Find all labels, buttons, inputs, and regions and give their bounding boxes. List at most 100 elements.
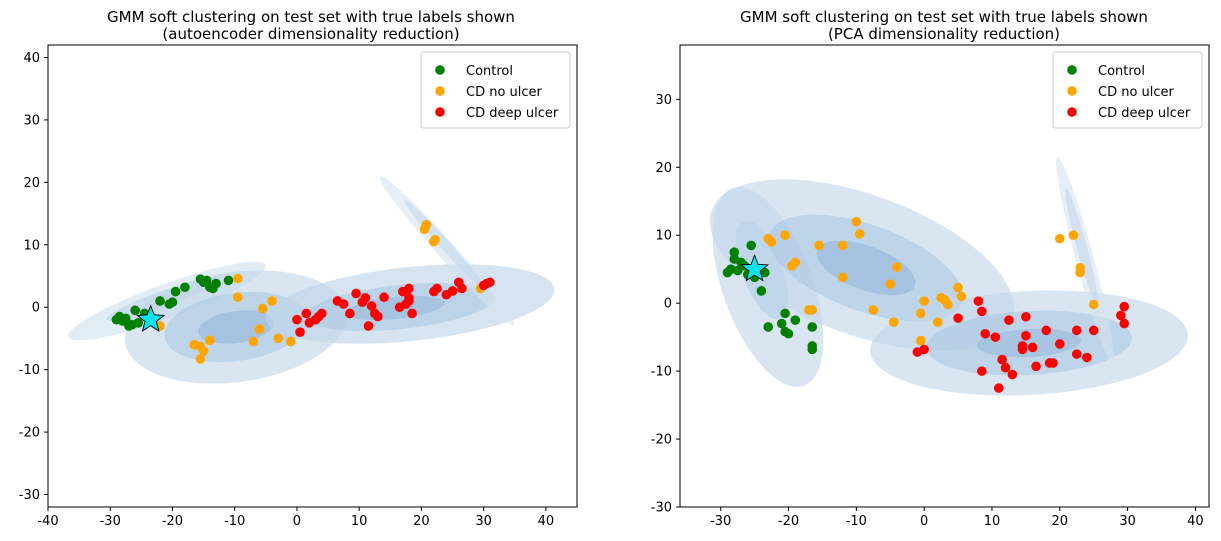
point-cd-no-ulcer <box>248 336 259 347</box>
legend-label: CD deep ulcer <box>1098 106 1191 121</box>
point-cd-no-ulcer <box>885 279 896 289</box>
cluster-center-marker <box>740 253 770 282</box>
point-cd-deep-ulcer <box>1116 310 1126 321</box>
point-cd-deep-ulcer <box>301 308 312 319</box>
x-axis: -40 -30 -20 -10 0 10 20 30 40 <box>37 507 554 529</box>
point-control <box>763 322 773 332</box>
point-cd-no-ulcer <box>285 336 296 347</box>
x-tick-label: -30 <box>710 514 731 529</box>
point-cd-no-ulcer <box>1088 299 1099 310</box>
point-cd-no-ulcer <box>233 292 243 303</box>
plot-frame <box>679 44 1210 508</box>
y-tick-label: 40 <box>23 51 40 66</box>
panel-pca: GMM soft clustering on test set with tru… <box>651 8 1210 529</box>
point-cd-deep-ulcer <box>977 366 987 376</box>
point-control <box>223 275 234 286</box>
point-control <box>780 308 790 319</box>
point-cd-no-ulcer <box>257 303 268 314</box>
point-cd-no-ulcer <box>915 335 926 346</box>
point-cd-deep-ulcer <box>1041 325 1052 336</box>
y-tick-label: 10 <box>655 229 672 244</box>
point-cd-no-ulcer <box>868 305 879 315</box>
x-tick-label: -20 <box>162 514 183 529</box>
point-cd-no-ulcer <box>205 335 215 346</box>
point-cd-deep-ulcer <box>1027 342 1038 353</box>
point-cd-no-ulcer <box>421 220 432 230</box>
point-control <box>756 286 767 296</box>
point-cd-deep-ulcer <box>363 321 374 331</box>
point-cd-deep-ulcer <box>1088 325 1099 336</box>
point-cd-deep-ulcer <box>1021 330 1031 341</box>
legend-label: Control <box>1098 64 1145 79</box>
point-control <box>790 315 801 325</box>
legend-marker <box>1067 107 1077 117</box>
points-autoencoder <box>111 220 495 364</box>
x-tick-label: 10 <box>984 514 1001 529</box>
point-cd-deep-ulcer <box>1082 352 1092 363</box>
y-tick-label: 20 <box>23 176 40 191</box>
point-cd-deep-ulcer <box>980 328 990 339</box>
gmm-ellipse <box>198 310 274 344</box>
plot-frame <box>47 44 578 508</box>
chart-title: GMM soft clustering on test set with tru… <box>740 8 1148 26</box>
point-cd-no-ulcer <box>1075 263 1085 273</box>
legend-marker <box>1067 65 1077 75</box>
x-tick-label: -10 <box>846 514 867 529</box>
point-control <box>170 286 181 297</box>
point-cd-no-ulcer <box>254 324 265 334</box>
point-cd-no-ulcer <box>198 346 209 356</box>
point-cd-deep-ulcer <box>1071 325 1082 336</box>
y-tick-label: -30 <box>19 488 40 503</box>
gmm-ellipse <box>977 328 1081 358</box>
point-cd-deep-ulcer <box>447 286 458 296</box>
point-control <box>783 328 794 339</box>
legend-marker <box>435 107 445 117</box>
point-cd-deep-ulcer <box>292 314 302 325</box>
point-cd-deep-ulcer <box>373 311 383 322</box>
y-tick-label: 30 <box>23 113 40 128</box>
point-cd-deep-ulcer <box>366 301 377 311</box>
point-cd-deep-ulcer <box>997 354 1007 365</box>
y-tick-label: 0 <box>664 297 672 312</box>
point-cd-deep-ulcer <box>1007 369 1018 380</box>
y-tick-label: -20 <box>19 426 40 441</box>
point-cd-no-ulcer <box>195 354 206 364</box>
point-cd-deep-ulcer <box>1054 339 1065 349</box>
point-cd-deep-ulcer <box>1000 362 1011 373</box>
point-cd-deep-ulcer <box>973 296 984 306</box>
point-cd-deep-ulcer <box>379 292 389 303</box>
point-cd-deep-ulcer <box>1017 344 1028 355</box>
point-control <box>167 297 178 308</box>
point-cd-no-ulcer <box>892 262 902 272</box>
point-cd-deep-ulcer <box>977 306 987 317</box>
x-tick-label: 20 <box>1052 514 1069 529</box>
y-tick-label: -10 <box>19 363 40 378</box>
legend-box <box>420 51 571 129</box>
point-control <box>180 282 190 293</box>
point-cd-deep-ulcer <box>295 327 305 337</box>
point-cd-deep-ulcer <box>919 344 929 355</box>
point-control <box>120 313 131 324</box>
point-cd-no-ulcer <box>837 272 848 283</box>
y-tick-label: 30 <box>655 93 672 108</box>
point-cd-no-ulcer <box>943 299 953 310</box>
y-tick-label: 10 <box>23 238 40 253</box>
point-cd-no-ulcer <box>953 282 963 293</box>
y-tick-label: -10 <box>651 365 672 380</box>
x-tick-label: 40 <box>1187 514 1204 529</box>
x-tick-label: 30 <box>1119 514 1136 529</box>
point-control <box>155 296 165 306</box>
point-cd-deep-ulcer <box>1021 311 1031 322</box>
legend-label: CD deep ulcer <box>466 106 559 121</box>
point-cd-no-ulcer <box>915 308 926 319</box>
point-cd-no-ulcer <box>956 291 967 302</box>
point-cd-deep-ulcer <box>404 283 414 294</box>
point-cd-no-ulcer <box>851 216 862 227</box>
point-cd-no-ulcer <box>233 273 243 284</box>
point-control <box>130 305 140 316</box>
x-tick-label: 10 <box>351 514 368 529</box>
x-axis: -30 -20 -10 0 10 20 30 40 <box>710 507 1204 529</box>
legend-label: CD no ulcer <box>466 85 543 100</box>
legend: Control CD no ulcer CD deep ulcer <box>420 51 571 129</box>
